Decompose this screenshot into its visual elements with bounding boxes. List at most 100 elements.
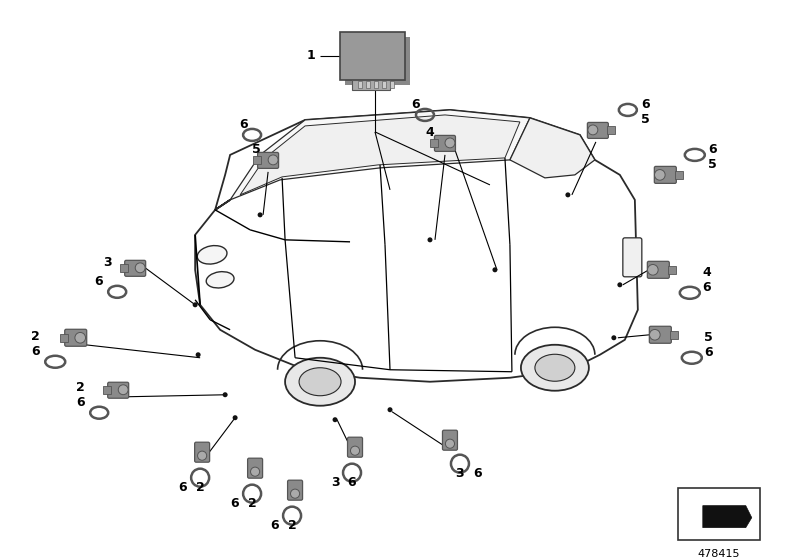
Bar	[675, 171, 683, 179]
Circle shape	[566, 193, 570, 197]
Ellipse shape	[535, 354, 575, 381]
Bar	[253, 156, 261, 164]
FancyBboxPatch shape	[125, 260, 146, 276]
Text: 6: 6	[94, 276, 102, 288]
Circle shape	[118, 385, 128, 395]
Text: 6: 6	[238, 118, 247, 132]
FancyBboxPatch shape	[287, 480, 302, 500]
Text: 478415: 478415	[698, 549, 740, 559]
Bar	[390, 81, 394, 88]
FancyBboxPatch shape	[650, 326, 671, 343]
Bar	[678, 488, 760, 540]
Ellipse shape	[299, 368, 341, 396]
Text: 3: 3	[330, 476, 339, 489]
Bar	[60, 334, 68, 342]
Circle shape	[268, 155, 278, 165]
Text: 6: 6	[76, 396, 85, 409]
Text: 2: 2	[248, 497, 257, 510]
Circle shape	[446, 439, 454, 448]
Ellipse shape	[198, 246, 227, 264]
FancyBboxPatch shape	[345, 37, 410, 85]
Circle shape	[196, 352, 201, 357]
Circle shape	[250, 467, 260, 476]
FancyBboxPatch shape	[654, 166, 676, 183]
Bar	[120, 264, 128, 272]
Text: 6: 6	[709, 143, 717, 156]
FancyBboxPatch shape	[248, 458, 262, 478]
Circle shape	[650, 329, 660, 340]
Circle shape	[290, 489, 300, 498]
Polygon shape	[195, 110, 638, 382]
Text: 6: 6	[474, 467, 482, 480]
FancyBboxPatch shape	[587, 123, 608, 138]
Bar	[430, 139, 438, 147]
Text: 6: 6	[270, 519, 278, 532]
Circle shape	[222, 392, 228, 397]
Text: 2: 2	[76, 381, 85, 394]
Text: 6: 6	[642, 99, 650, 111]
Text: 1: 1	[306, 49, 315, 63]
FancyBboxPatch shape	[258, 152, 278, 169]
Circle shape	[198, 451, 206, 460]
FancyBboxPatch shape	[434, 136, 455, 151]
Text: 5: 5	[252, 143, 261, 156]
Text: 2: 2	[31, 330, 40, 343]
Text: 3: 3	[103, 256, 111, 269]
Circle shape	[258, 212, 262, 217]
FancyBboxPatch shape	[340, 32, 405, 80]
Polygon shape	[240, 115, 520, 195]
Circle shape	[427, 237, 433, 242]
Text: 6: 6	[702, 281, 711, 295]
Text: 4: 4	[426, 127, 434, 139]
Text: 5: 5	[705, 332, 713, 344]
Circle shape	[387, 407, 393, 412]
FancyBboxPatch shape	[352, 80, 390, 90]
Text: 5: 5	[642, 114, 650, 127]
Text: 6: 6	[348, 476, 356, 489]
Ellipse shape	[521, 345, 589, 391]
Bar	[374, 81, 378, 88]
Polygon shape	[230, 110, 530, 200]
Bar	[607, 126, 615, 134]
FancyBboxPatch shape	[442, 430, 458, 450]
Text: 2: 2	[196, 481, 205, 494]
Polygon shape	[702, 506, 752, 528]
Bar	[382, 81, 386, 88]
Circle shape	[618, 282, 622, 287]
Bar	[103, 386, 111, 394]
Circle shape	[445, 138, 455, 148]
FancyBboxPatch shape	[108, 382, 129, 398]
Circle shape	[588, 125, 598, 135]
Circle shape	[611, 335, 616, 340]
FancyBboxPatch shape	[65, 329, 86, 346]
Text: 6: 6	[412, 99, 420, 111]
Circle shape	[233, 415, 238, 420]
FancyBboxPatch shape	[194, 442, 210, 462]
Text: 6: 6	[31, 346, 39, 358]
Ellipse shape	[206, 272, 234, 288]
FancyBboxPatch shape	[347, 437, 362, 457]
Bar	[366, 81, 370, 88]
Text: 4: 4	[702, 267, 711, 279]
Circle shape	[333, 417, 338, 422]
Text: 6: 6	[705, 346, 713, 360]
Ellipse shape	[285, 358, 355, 406]
Text: 6: 6	[230, 497, 238, 510]
Circle shape	[135, 263, 145, 273]
FancyBboxPatch shape	[647, 262, 670, 278]
Circle shape	[350, 446, 359, 455]
Circle shape	[654, 170, 665, 180]
Text: 5: 5	[709, 158, 717, 171]
Polygon shape	[510, 118, 595, 178]
Bar	[670, 331, 678, 339]
Circle shape	[647, 264, 658, 275]
FancyBboxPatch shape	[623, 238, 642, 277]
Text: 2: 2	[288, 519, 297, 532]
Circle shape	[493, 267, 498, 272]
Bar	[358, 81, 362, 88]
Text: 6: 6	[178, 481, 186, 494]
Bar	[668, 266, 676, 274]
Text: 3: 3	[456, 467, 464, 480]
Circle shape	[75, 333, 86, 343]
Circle shape	[193, 302, 198, 307]
